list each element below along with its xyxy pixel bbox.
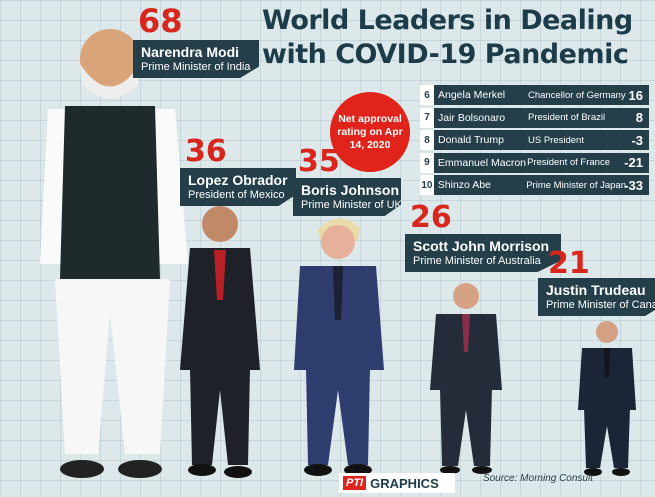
leader-name: Lopez Obrador <box>188 172 288 188</box>
morrison-figure <box>430 283 502 474</box>
obrador-figure <box>180 206 260 478</box>
table-row: 10 Shinzo Abe Prime Minister of Japan -3… <box>420 175 649 195</box>
row-rank: 6 <box>420 85 434 105</box>
row-name: Jair Bolsonaro <box>438 111 506 124</box>
row-title: President of Brazil <box>528 112 606 123</box>
leader-name: Boris Johnson <box>301 182 400 198</box>
row-name: Angela Merkel <box>438 89 506 101</box>
leader-title: Prime Minister of Canada <box>546 299 655 311</box>
row-rank: 9 <box>420 152 434 173</box>
source-note: Source: Morning Consult <box>482 473 593 484</box>
row-name: Shinzo Abe <box>437 179 491 191</box>
leader-title: Prime Minister of India <box>141 61 251 73</box>
table-row: 7 Jair Bolsonaro President of Brazil 8 <box>420 107 649 128</box>
plate-obrador: Lopez Obrador President of Mexico <box>180 168 296 206</box>
pti-graphics-logo: PTI GRAPHICS <box>339 473 455 493</box>
table-row: 9 Emmanuel Macron President of France -2… <box>420 152 649 173</box>
plate-modi: Narendra Modi Prime Minister of India <box>133 40 259 78</box>
rank-value-morrison: 26 <box>410 200 452 235</box>
table-row: 8 Donald Trump US President -3 <box>420 130 649 150</box>
rank-value-trudeau: 21 <box>548 246 590 281</box>
row-value: 16 <box>628 87 643 103</box>
row-rank: 10 <box>420 175 434 195</box>
row-rank: 7 <box>420 107 434 128</box>
title-line-1: World Leaders in Dealing <box>262 5 633 36</box>
plate-morrison: Scott John Morrison Prime Minister of Au… <box>405 234 561 272</box>
leader-name: Scott John Morrison <box>413 238 550 254</box>
row-value: -3 <box>631 132 643 148</box>
row-title: President of France <box>527 157 610 168</box>
row-value: 8 <box>635 110 643 125</box>
table-row: 6 Angela Merkel Chancellor of Germany 16 <box>420 85 649 105</box>
plate-trudeau: Justin Trudeau Prime Minister of Canada <box>538 278 655 316</box>
rank-value-obrador: 36 <box>185 134 227 169</box>
row-rank: 8 <box>420 130 434 150</box>
row-title: Prime Minister of Japan <box>526 179 626 191</box>
leader-title: President of Mexico <box>188 189 285 201</box>
trudeau-figure <box>578 321 636 476</box>
leader-title: Prime Minister of Australia <box>413 255 541 267</box>
leader-name: Narendra Modi <box>141 44 240 60</box>
approval-badge: Net approval rating on Apr 14, 2020 <box>330 92 410 172</box>
row-name: Donald Trump <box>438 134 504 146</box>
rank-value-johnson: 35 <box>298 144 340 179</box>
title-line-2: with COVID-19 Pandemic <box>262 39 629 70</box>
row-title: US President <box>528 134 584 146</box>
row-title: Chancellor of Germany <box>528 89 626 101</box>
rank-value-modi: 68 <box>138 2 183 40</box>
leader-name: Justin Trudeau <box>546 282 646 298</box>
row-value: -21 <box>624 155 643 170</box>
row-name: Emmanuel Macron <box>437 156 526 169</box>
pti-logo: PTI <box>343 476 367 490</box>
chart-title: World Leaders in Dealing with COVID-19 P… <box>262 4 633 72</box>
johnson-figure <box>294 218 384 476</box>
leaders-table: 6 Angela Merkel Chancellor of Germany 16… <box>420 85 649 198</box>
modi-figure <box>40 29 188 478</box>
plate-johnson: Boris Johnson Prime Minister of UK <box>293 178 401 216</box>
leader-title: Prime Minister of UK <box>301 199 402 211</box>
graphics-label: GRAPHICS <box>370 475 439 491</box>
row-value: -33 <box>624 177 643 193</box>
